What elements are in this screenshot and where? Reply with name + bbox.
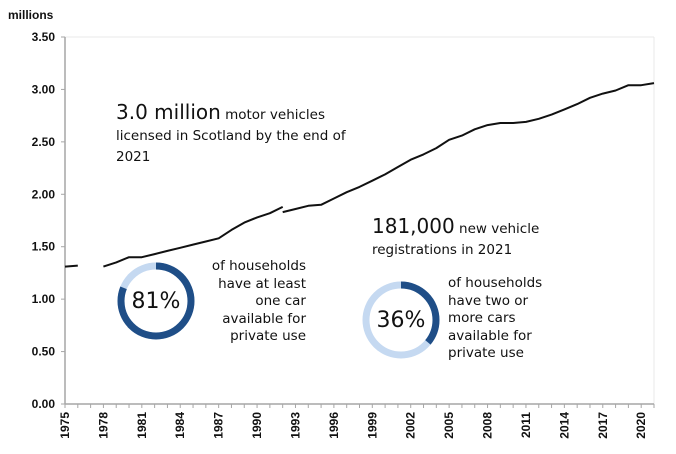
x-tick-label: 1978 [96,412,110,439]
one-car-donut: 81% [117,262,195,340]
description-line: of households [448,275,543,291]
donut-percent-label: 81% [131,288,181,314]
description-line: available for [222,310,306,327]
x-tick-label: 2008 [481,412,495,439]
new-registrations-text: new vehicle registrations in 2021 [372,221,540,258]
description-line: of households [211,258,306,274]
y-tick-label: 3.00 [32,82,56,96]
x-tick-label: 1987 [212,412,226,439]
description-line: more cars [448,310,516,326]
x-tick-label: 1999 [365,412,379,439]
y-tick-label: 2.00 [32,187,56,201]
licensed-vehicles-text: motor vehicles licensed in Scotland by t… [116,107,346,165]
x-tick-label: 1990 [250,412,264,439]
description-line: one car [255,293,306,309]
x-tick-label: 1981 [135,412,149,439]
y-tick-label: 0.00 [32,397,56,411]
series-line [64,264,78,268]
x-tick-label: 2014 [557,412,571,439]
x-tick-label: 1975 [58,412,72,439]
description-line: available for [448,327,532,344]
two-cars-description: of households have two or more cars avai… [448,275,578,363]
x-tick-label: 2020 [634,412,648,439]
x-tick-label: 2017 [596,412,610,439]
series-line [282,82,655,214]
new-registrations-figure: 181,000 [372,214,455,238]
series-line [103,206,284,268]
y-tick-label: 1.00 [32,292,56,306]
description-line: have two or [448,292,529,309]
description-line: private use [230,328,306,344]
x-tick-label: 1996 [327,412,341,439]
x-tick-label: 2002 [404,412,418,439]
x-tick-label: 1984 [173,412,187,439]
x-tick-label: 2011 [519,412,533,438]
donut-fill [362,281,440,359]
one-car-description: of households have at least one car avai… [198,258,306,346]
licensed-vehicles-annotation: 3.0 million motor vehicles licensed in S… [116,100,376,167]
donut-fill [117,262,195,340]
y-tick-label: 0.50 [32,345,56,359]
y-axis-unit-label: millions [8,8,54,22]
x-tick-label: 2005 [442,412,456,439]
new-registrations-annotation: 181,000 new vehicle registrations in 202… [372,214,612,260]
licensed-vehicles-figure: 3.0 million [116,100,221,124]
donut-percent-label: 36% [376,307,426,333]
y-tick-label: 2.50 [32,135,56,149]
y-tick-label: 3.50 [32,30,56,44]
two-cars-donut: 36% [362,281,440,359]
y-tick-label: 1.50 [32,240,56,254]
description-line: have at least [218,275,306,292]
x-tick-label: 1993 [288,412,302,439]
description-line: private use [448,345,524,361]
